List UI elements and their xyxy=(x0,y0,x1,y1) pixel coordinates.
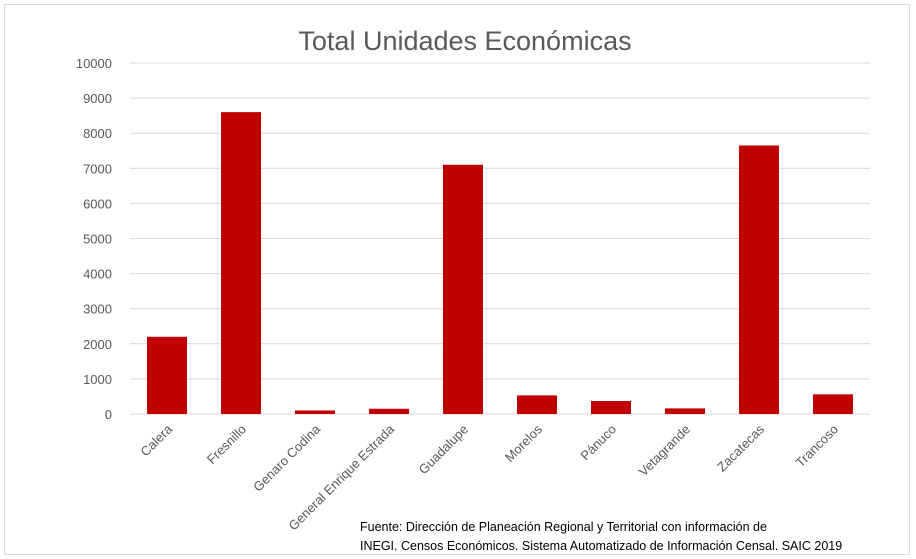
x-tick-label: Vetagrande xyxy=(635,422,693,480)
bar xyxy=(369,408,409,414)
source-note: Fuente: Dirección de Planeación Regional… xyxy=(360,518,910,556)
x-tick-label: Trancoso xyxy=(793,422,842,471)
y-tick-label: 6000 xyxy=(83,196,112,211)
y-tick-label: 8000 xyxy=(83,126,112,141)
y-tick-label: 4000 xyxy=(83,267,112,282)
x-tick-label: Morelos xyxy=(502,421,546,465)
y-tick-label: 3000 xyxy=(83,302,112,317)
bar xyxy=(295,410,335,414)
bar xyxy=(147,336,187,414)
y-tick-label: 5000 xyxy=(83,232,112,247)
y-tick-label: 7000 xyxy=(83,161,112,176)
bar xyxy=(221,112,261,414)
x-tick-label: Genaro Codina xyxy=(250,421,323,494)
bar xyxy=(591,401,631,414)
y-axis-ticks: 0 1000 2000 3000 4000 5000 6000 7000 8000 9000 100… xyxy=(76,56,112,422)
y-tick-label: 2000 xyxy=(83,337,112,352)
bar xyxy=(443,164,483,414)
source-note-line-2: INEGI. Censos Económicos. Sistema Automa… xyxy=(360,539,843,553)
x-tick-label: Fresnillo xyxy=(204,422,249,467)
bar xyxy=(517,395,557,414)
bar xyxy=(813,394,853,414)
chart-title: Total Unidades Económicas xyxy=(298,26,631,56)
x-tick-label: Calera xyxy=(137,421,175,459)
y-tick-label: 0 xyxy=(105,407,112,422)
bars xyxy=(147,112,853,415)
y-tick-label: 9000 xyxy=(83,91,112,106)
x-tick-label: Guadalupe xyxy=(416,422,472,478)
x-tick-label: Zacatecas xyxy=(714,421,767,474)
bar xyxy=(739,145,779,415)
x-tick-label: Pánuco xyxy=(577,422,619,464)
y-tick-label: 10000 xyxy=(76,56,112,71)
source-note-line-1: Fuente: Dirección de Planeación Regional… xyxy=(360,520,767,534)
bar xyxy=(665,408,705,414)
y-tick-label: 1000 xyxy=(83,372,112,387)
